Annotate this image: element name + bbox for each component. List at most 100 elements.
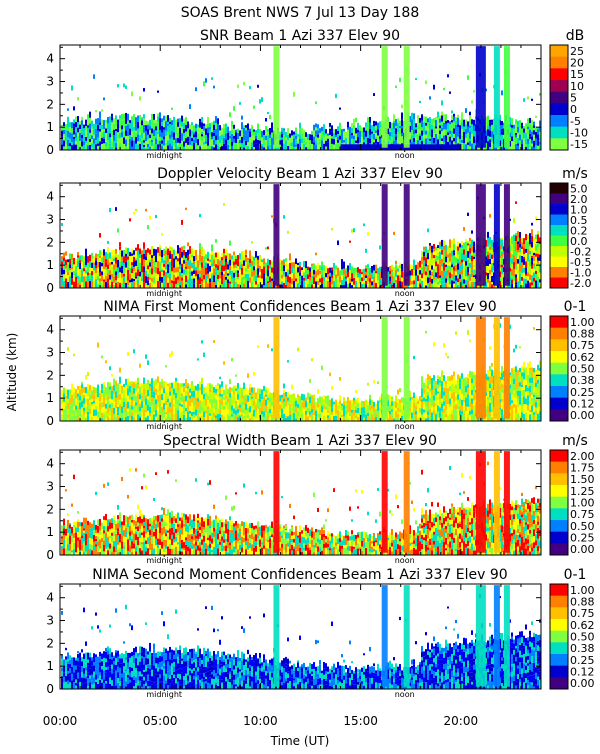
heat-cell (283, 128, 285, 130)
heat-cell (487, 279, 489, 282)
heat-cell (425, 247, 427, 253)
heat-cell (369, 399, 371, 405)
heat-cell (155, 130, 157, 136)
heat-cell (303, 400, 305, 405)
heat-cell (257, 395, 259, 399)
heat-cell (263, 407, 265, 412)
heat-cell (117, 132, 119, 134)
heat-cell (97, 391, 99, 393)
heat-cell (251, 147, 253, 150)
heat-cell (367, 276, 369, 282)
heat-cell (231, 284, 233, 288)
heat-cell (83, 132, 85, 136)
heat-cell (489, 270, 491, 275)
heat-cell (285, 392, 287, 397)
heat-cell (197, 270, 199, 274)
heat-cell (531, 250, 533, 256)
heat-cell (79, 277, 81, 283)
heat-cell (75, 277, 77, 284)
heat-cell (205, 411, 207, 414)
heat-cell (101, 356, 103, 359)
heat-cell (117, 267, 119, 273)
heat-cell (153, 414, 155, 420)
heat-cell (431, 284, 433, 288)
heat-cell (491, 284, 493, 287)
heat-cell (321, 140, 323, 144)
heat-cell (389, 274, 391, 276)
heat-cell (251, 136, 253, 142)
heat-cell (461, 248, 463, 253)
heat-cell (461, 262, 463, 269)
heat-cell (293, 416, 295, 420)
heat-cell (339, 280, 341, 283)
heat-cell (99, 125, 101, 129)
heat-cell (355, 390, 357, 393)
heat-cell (249, 131, 251, 137)
heat-cell (161, 381, 163, 385)
heat-cell (131, 387, 133, 389)
heat-cell (107, 413, 109, 416)
heat-cell (93, 266, 95, 271)
heat-cell (283, 277, 285, 283)
heat-cell (353, 398, 355, 401)
heat-cell (517, 281, 519, 287)
heat-cell (445, 278, 447, 282)
heat-cell (119, 409, 121, 414)
heat-cell (523, 260, 525, 265)
heat-cell (91, 135, 93, 139)
heat-cell (237, 409, 239, 413)
heat-cell (187, 406, 189, 412)
heat-cell (253, 406, 255, 410)
heat-cell (321, 131, 323, 138)
heat-cell (395, 119, 397, 126)
heat-cell (103, 262, 105, 269)
heat-cell (453, 255, 455, 261)
heat-cell (63, 388, 65, 394)
heat-cell (233, 386, 235, 391)
heat-cell (437, 245, 439, 248)
heat-cell (119, 133, 121, 138)
heat-cell (535, 284, 537, 288)
heat-cell (369, 122, 371, 128)
heat-cell (521, 256, 523, 263)
heat-cell (261, 279, 263, 285)
heat-cell (141, 133, 143, 138)
heat-cell (437, 248, 439, 252)
heat-cell (79, 133, 81, 139)
heat-cell (297, 408, 299, 412)
heat-cell (133, 134, 135, 140)
heat-cell (449, 131, 451, 134)
heat-cell (417, 281, 419, 287)
heat-cell (511, 279, 513, 283)
heat-cell (443, 271, 445, 277)
heat-cell (205, 144, 207, 150)
heat-cell (135, 144, 137, 150)
heat-cell (93, 143, 95, 149)
heat-cell (205, 262, 207, 267)
heat-cell (525, 253, 527, 259)
heat-cell (179, 138, 181, 143)
heat-cell (205, 135, 207, 142)
heat-cell (265, 394, 267, 396)
heat-cell (447, 263, 449, 265)
heat-cell (177, 132, 179, 138)
heat-cell (207, 124, 209, 128)
heat-cell (263, 285, 265, 287)
heat-cell (103, 269, 105, 272)
heat-cell (129, 252, 131, 256)
heat-cell (165, 394, 167, 400)
heat-cell (299, 134, 301, 139)
heat-cell (215, 129, 217, 135)
heat-cell (421, 127, 423, 130)
heat-cell (105, 267, 107, 270)
heat-cell (133, 349, 135, 353)
heat-cell (347, 122, 349, 128)
heat-cell (185, 258, 187, 261)
heat-cell (77, 261, 79, 267)
heat-cell (327, 139, 329, 143)
heat-cell (171, 137, 173, 141)
heat-cell (233, 252, 235, 256)
heat-cell (429, 258, 431, 260)
heat-cell (139, 272, 141, 277)
heat-cell (181, 127, 183, 133)
